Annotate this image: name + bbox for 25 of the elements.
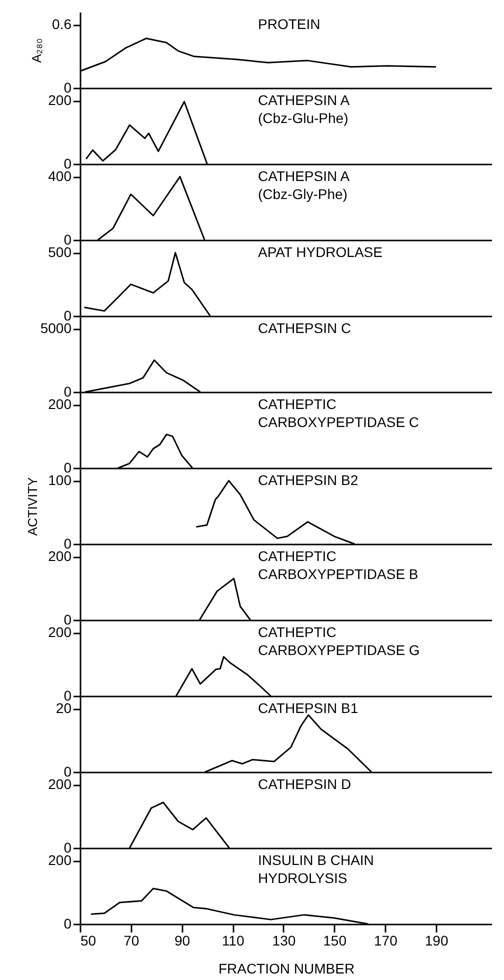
y-axis-title: ACTIVITY xyxy=(25,476,40,536)
y-tick-label: 0.6 xyxy=(52,16,72,32)
text: CATHEPTIC CARBOXYPEPTIDASE G xyxy=(258,624,420,658)
text: CATHEPSIN A (Cbz-Glu-Phe) xyxy=(258,92,350,126)
x-axis-title: FRACTION NUMBER xyxy=(218,960,355,976)
x-tick-label: 70 xyxy=(124,932,140,948)
chart-title: CATHEPSIN D xyxy=(258,776,352,792)
y-tick-label: 0 xyxy=(64,916,72,932)
chart-title: PROTEIN xyxy=(258,16,320,32)
x-tick-label: 50 xyxy=(80,932,96,948)
x-tick-label: 130 xyxy=(272,932,296,948)
chart-title: CATHEPSIN B1 xyxy=(258,700,358,716)
chart-title: CATHEPSIN C xyxy=(258,320,352,336)
chart-title: APAT HYDROLASE xyxy=(258,244,382,260)
x-tick-label: 150 xyxy=(323,932,347,948)
x-tick-label: 110 xyxy=(222,932,244,948)
x-tick-label: 190 xyxy=(424,932,448,948)
x-tick-label: 90 xyxy=(174,932,190,948)
x-tick-label: 170 xyxy=(374,932,398,948)
text: CATHEPSIN A (Cbz-Gly-Phe) xyxy=(258,168,350,202)
text: CATHEPTIC CARBOXYPEPTIDASE B xyxy=(258,548,418,582)
text: CATHEPTIC CARBOXYPEPTIDASE C xyxy=(258,396,420,430)
text: INSULIN B CHAIN HYDROLYSIS xyxy=(258,852,374,886)
y-axis-title: A₂₈₀ xyxy=(29,38,44,63)
chart-title: CATHEPSIN B2 xyxy=(258,472,358,488)
